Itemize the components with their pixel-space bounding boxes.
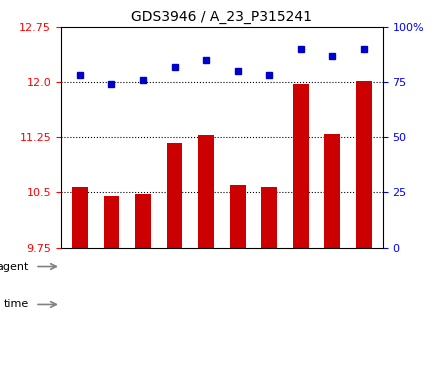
Bar [72, 187, 88, 248]
Bar [198, 135, 214, 248]
Bar [135, 194, 151, 248]
Text: time: time [3, 300, 29, 310]
Bar [229, 185, 245, 248]
Bar [292, 84, 308, 248]
Title: GDS3946 / A_23_P315241: GDS3946 / A_23_P315241 [131, 10, 312, 25]
Bar [324, 134, 339, 248]
Text: agent: agent [0, 262, 29, 271]
Bar [261, 187, 276, 248]
Bar [103, 196, 119, 248]
Bar [166, 143, 182, 248]
Bar [355, 81, 371, 248]
